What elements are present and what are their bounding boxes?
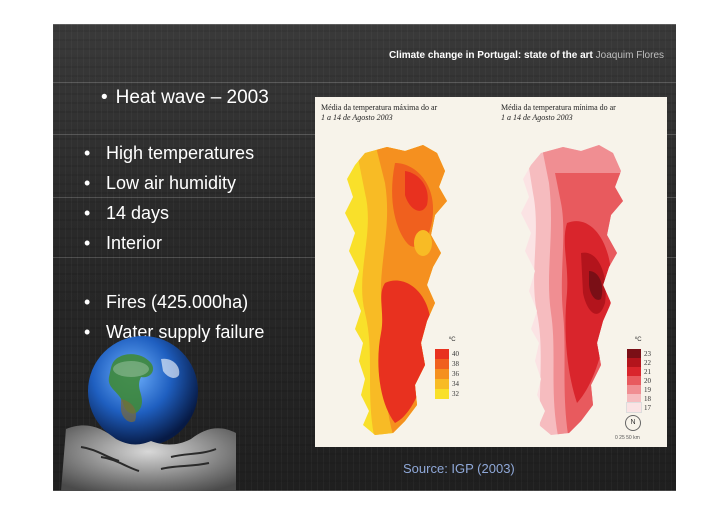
legend-swatch — [435, 359, 449, 369]
legend-swatch — [435, 389, 449, 399]
map-left-unit: ºC — [449, 337, 456, 343]
list-item: • 14 days — [84, 198, 254, 228]
slide-title: • Heat wave – 2003 — [101, 87, 269, 109]
legend-item: 32 — [435, 389, 459, 399]
legend-swatch — [435, 349, 449, 359]
legend-label: 18 — [644, 394, 651, 403]
legend-label: 32 — [452, 390, 459, 398]
map-right-subtitle: 1 a 14 de Agosto 2003 — [501, 113, 573, 122]
bullet-dot: • — [84, 143, 91, 163]
map-right-legend: 23 22 21 20 19 18 — [626, 349, 651, 413]
list-item: • High temperatures — [84, 138, 254, 168]
source-caption: Source: IGP (2003) — [403, 461, 515, 476]
map-left-legend: 40 38 36 34 32 — [435, 349, 459, 399]
compass-icon: N — [625, 415, 641, 431]
legend-item: 36 — [435, 369, 459, 379]
legend-item: 22 — [627, 358, 651, 367]
legend-swatch — [435, 379, 449, 389]
legend-item: 38 — [435, 359, 459, 369]
map-left-title: Média da temperatura máxima do ar 1 a 14… — [321, 103, 437, 123]
title-text: Heat wave – 2003 — [115, 87, 269, 108]
header-title: Climate change in Portugal: state of the… — [388, 50, 593, 61]
bullet-list-conditions: • High temperatures • Low air humidity • 14… — [84, 138, 254, 258]
legend-item: 19 — [627, 385, 651, 394]
bullet-dot: • — [84, 233, 91, 253]
legend-item: 21 — [627, 367, 651, 376]
legend-label: 22 — [644, 358, 651, 367]
map-right-title-text: Média da temperatura mínima do ar — [501, 103, 616, 112]
legend-item: 40 — [435, 349, 459, 359]
legend-swatch — [627, 349, 641, 358]
list-item: • Fires (425.000ha) — [84, 287, 264, 317]
bullet-text: High temperatures — [106, 143, 255, 163]
list-item: • Interior — [84, 228, 254, 258]
legend-swatch — [627, 376, 641, 385]
legend-label: 17 — [644, 403, 651, 412]
legend-swatch — [627, 385, 641, 394]
map-min-temperature — [521, 145, 623, 435]
bullet-text: Low air humidity — [106, 173, 237, 193]
map-left-subtitle: 1 a 14 de Agosto 2003 — [321, 113, 393, 122]
legend-label: 36 — [452, 370, 459, 378]
header-author: Joaquim Flores — [595, 50, 664, 61]
temperature-maps-panel: Média da temperatura máxima do ar 1 a 14… — [315, 97, 667, 447]
bullet-text: Interior — [106, 233, 163, 253]
slide: Climate change in Portugal: state of the… — [53, 24, 676, 491]
legend-label: 40 — [452, 350, 459, 358]
legend-label: 20 — [644, 376, 651, 385]
map-right-title: Média da temperatura mínima do ar 1 a 14… — [501, 103, 616, 123]
legend-swatch — [627, 358, 641, 367]
earth-in-hands-image — [61, 329, 236, 491]
slide-header: Climate change in Portugal: state of the… — [389, 50, 664, 61]
legend-swatch — [627, 394, 641, 403]
list-item: • Low air humidity — [84, 168, 254, 198]
legend-label: 21 — [644, 367, 651, 376]
bullet-dot: • — [84, 292, 91, 312]
legend-label: 38 — [452, 360, 459, 368]
legend-item: 20 — [627, 376, 651, 385]
legend-item: 23 — [627, 349, 651, 358]
legend-label: 34 — [452, 380, 459, 388]
title-bullet: • — [101, 87, 108, 108]
legend-item: 34 — [435, 379, 459, 389]
map-left-title-text: Média da temperatura máxima do ar — [321, 103, 438, 112]
legend-label: 23 — [644, 349, 651, 358]
divider-line — [53, 490, 676, 491]
divider-line — [53, 24, 676, 25]
legend-label: 19 — [644, 385, 651, 394]
legend-swatch — [627, 367, 641, 376]
scale-bar: 0 25 50 km — [615, 435, 640, 441]
legend-swatch — [626, 402, 642, 413]
bullet-text: 14 days — [106, 203, 170, 223]
bullet-dot: • — [84, 203, 91, 223]
legend-swatch — [435, 369, 449, 379]
legend-item: 18 — [627, 394, 651, 403]
legend-item: 17 — [626, 402, 651, 413]
bullet-dot: • — [84, 322, 91, 342]
divider-line — [53, 82, 676, 83]
bullet-text: Fires (425.000ha) — [106, 292, 249, 312]
map-right-unit: ºC — [635, 337, 642, 343]
bullet-dot: • — [84, 173, 91, 193]
